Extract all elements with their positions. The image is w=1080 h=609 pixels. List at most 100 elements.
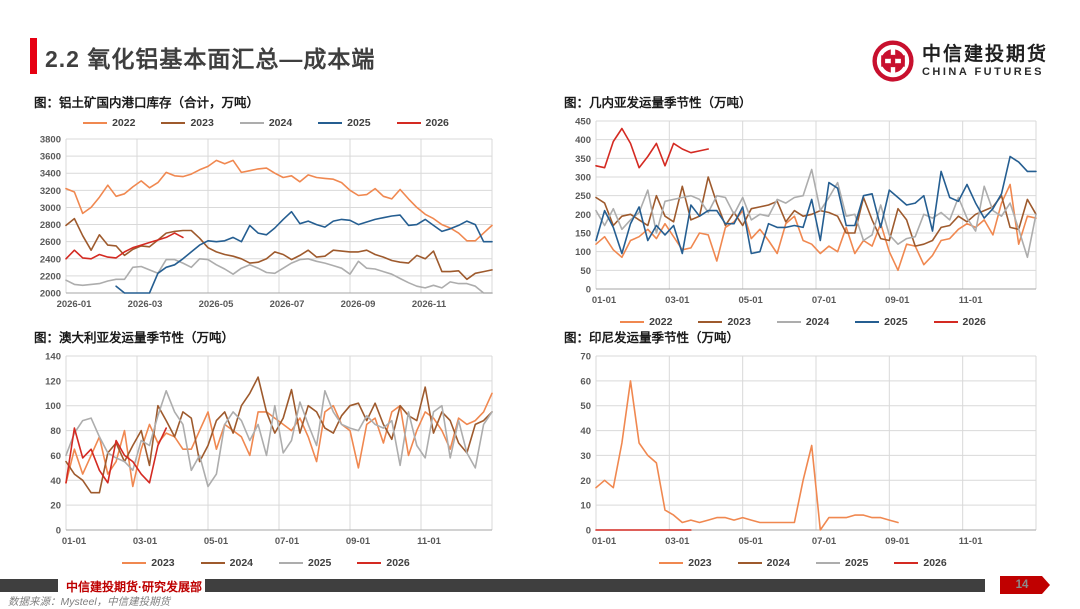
x-axis-tick-label: 07-01	[812, 295, 837, 306]
legend-swatch	[122, 561, 147, 565]
legend-item-2023: 2023	[122, 557, 175, 569]
y-axis-tick-label: 40	[50, 476, 61, 487]
series-line-2025	[115, 210, 493, 294]
legend-swatch	[620, 320, 645, 324]
x-axis-tick-label: 03-01	[665, 295, 690, 306]
legend-label: 2025	[884, 316, 908, 328]
legend-swatch	[396, 121, 421, 125]
y-axis-tick-label: 0	[586, 526, 591, 537]
legend-swatch	[318, 121, 343, 125]
chart-legend: 2022 2023 2024 2025 2026	[560, 314, 1046, 330]
y-axis-tick-label: 70	[580, 352, 591, 363]
x-axis-tick-label: 05-01	[204, 536, 229, 547]
legend-item-2026: 2026	[894, 557, 947, 569]
y-axis-tick-label: 120	[45, 376, 61, 387]
y-axis-tick-label: 40	[580, 426, 591, 437]
x-axis-tick-label: 2026-07	[270, 299, 305, 310]
legend-item-2023: 2023	[698, 316, 751, 328]
y-axis-tick-label: 140	[45, 352, 61, 363]
chart-title: 图：铝土矿国内港口库存（合计，万吨）	[34, 96, 260, 110]
legend-label: 2024	[268, 117, 293, 129]
chart-plot: 0 10 20 30 40 50 60 70 01-01 03-01 05-01 07-01 09-01…	[580, 352, 1037, 547]
y-axis-tick-label: 2800	[40, 220, 61, 231]
legend-label: 2024	[766, 557, 790, 569]
legend-swatch	[161, 121, 186, 125]
y-axis-tick-label: 3200	[40, 186, 61, 197]
legend-label: 2023	[151, 557, 175, 569]
logo-name-en: CHINA FUTURES	[921, 65, 1044, 78]
y-axis-tick-label: 3400	[40, 169, 61, 180]
chart-plot: 2000 2200 2400 2600 2800 3000 3200 3400 3600 3800…	[40, 135, 493, 310]
y-axis-tick-label: 250	[575, 191, 591, 202]
x-axis-tick-label: 09-01	[885, 295, 910, 306]
company-logo: 中信建投期货 CHINA FUTURES	[872, 40, 1048, 82]
footer-bar-left	[0, 579, 58, 592]
legend-swatch	[357, 561, 382, 565]
series-line-2026	[65, 427, 167, 484]
legend-swatch	[239, 121, 264, 125]
x-axis-tick-label: 11-01	[959, 295, 983, 306]
chart-title: 图：几内亚发运量季节性（万吨）	[564, 96, 752, 110]
y-axis-tick-label: 400	[575, 135, 591, 146]
legend-label: 2026	[386, 557, 410, 569]
chart-bauxite-port-inventory: 图：铝土矿国内港口库存（合计，万吨） 2022 2023 2024 2025 2026 …	[30, 92, 502, 316]
x-axis-tick-label: 11-01	[959, 536, 983, 547]
legend-swatch	[698, 320, 723, 324]
y-axis-tick-label: 450	[575, 117, 591, 128]
legend-item-2026: 2026	[933, 316, 986, 328]
x-axis-tick-label: 03-01	[133, 536, 158, 547]
legend-item-2024: 2024	[239, 117, 293, 129]
x-axis-tick-label: 2026-01	[57, 299, 93, 310]
y-axis-tick-label: 3800	[40, 135, 61, 146]
legend-item-2025: 2025	[855, 316, 908, 328]
y-axis-tick-label: 3000	[40, 203, 61, 214]
y-axis-tick-label: 0	[586, 285, 591, 296]
y-axis-tick-label: 200	[575, 210, 591, 221]
legend-item-2026: 2026	[357, 557, 410, 569]
series-line-2026	[595, 127, 709, 169]
legend-item-2024: 2024	[737, 557, 790, 569]
data-source-note: 数据来源：Mysteel，中信建投期货	[8, 596, 171, 608]
legend-item-2025: 2025	[816, 557, 868, 569]
legend-swatch	[855, 320, 880, 324]
y-axis-tick-label: 150	[575, 229, 591, 240]
legend-swatch	[816, 561, 840, 565]
legend-label: 2026	[425, 117, 449, 129]
page-number-badge: 14	[1000, 576, 1050, 594]
x-axis-tick-label: 09-01	[346, 536, 371, 547]
series-line-2023	[65, 217, 493, 281]
y-axis-tick-label: 100	[45, 401, 61, 412]
logo-name-cn: 中信建投期货	[921, 43, 1048, 65]
y-axis-tick-label: 20	[50, 501, 61, 512]
y-axis-tick-label: 2400	[40, 254, 61, 265]
legend-swatch	[659, 561, 684, 565]
x-axis-tick-label: 01-01	[62, 536, 87, 547]
series-line-2023	[595, 380, 899, 531]
citic-coin-icon	[872, 40, 914, 82]
footer-department: 中信建投期货·研究发展部	[66, 580, 202, 594]
legend-label: 2023	[688, 557, 712, 569]
legend-label: 2022	[112, 117, 136, 129]
y-axis-tick-label: 0	[56, 526, 61, 537]
series-line-2023	[595, 176, 1037, 247]
y-axis-tick-label: 20	[580, 476, 591, 487]
legend-swatch	[933, 320, 958, 324]
logo-text: 中信建投期货 CHINA FUTURES	[922, 44, 1048, 78]
legend-label: 2026	[962, 316, 986, 328]
x-axis-tick-label: 07-01	[812, 536, 837, 547]
chart-indonesia-shipments: 图：印尼发运量季节性（万吨） 0 10 20 30 40 50 60 70 01-01 03-01…	[560, 327, 1046, 573]
series-line-2025	[595, 155, 1037, 255]
x-axis-tick-label: 2026-11	[412, 299, 447, 310]
series-line-2024	[595, 168, 1037, 259]
chart-legend: 2023 2024 2025 2026	[30, 555, 502, 571]
x-axis-tick-label: 07-01	[275, 536, 300, 547]
x-axis-tick-label: 11-01	[417, 536, 441, 547]
x-axis-tick-label: 2026-09	[341, 299, 376, 310]
series-line-2025	[65, 390, 493, 488]
series-line-2022	[65, 159, 493, 242]
legend-swatch	[83, 121, 108, 125]
legend-label: 2022	[649, 316, 673, 328]
y-axis-tick-label: 30	[580, 451, 591, 462]
page-number: 14	[1015, 579, 1029, 591]
y-axis-tick-label: 3600	[40, 152, 61, 163]
